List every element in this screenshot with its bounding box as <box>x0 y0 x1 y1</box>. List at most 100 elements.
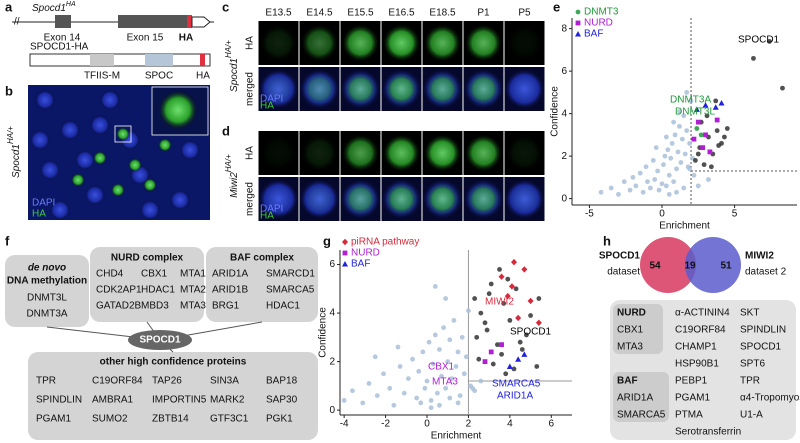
signal <box>300 24 339 62</box>
protein: C19ORF84 <box>92 376 143 387</box>
y-tick-label: 4 <box>561 108 567 119</box>
point <box>387 385 393 391</box>
group-title: BAF complex <box>230 253 294 264</box>
point <box>767 38 772 44</box>
point <box>665 147 671 153</box>
group-title: de novo <box>28 263 66 274</box>
point <box>687 140 692 146</box>
point <box>434 390 440 396</box>
panel-label: e <box>553 0 560 14</box>
row-label: merged <box>245 72 256 106</box>
protein: SPOCD1 <box>740 342 782 353</box>
point <box>505 276 511 282</box>
nucleus <box>30 130 50 150</box>
point <box>495 342 500 348</box>
allele: HA <box>66 1 76 8</box>
y-tick-label: 8 <box>561 23 567 34</box>
panel-label: c <box>222 0 229 14</box>
protein: CBX1 <box>141 269 168 280</box>
point <box>474 334 480 340</box>
point <box>672 132 678 138</box>
row-label: HA <box>245 36 256 50</box>
signal <box>302 182 337 216</box>
point <box>712 104 719 110</box>
y-tick-label: 0 <box>561 193 567 204</box>
panel-label: h <box>603 233 611 248</box>
point <box>679 136 685 142</box>
point <box>684 89 690 95</box>
protein: MTA3 <box>617 342 643 353</box>
point <box>674 189 679 195</box>
row-label: HA <box>245 146 256 160</box>
point <box>422 385 428 391</box>
protein: SMARCA5 <box>617 410 666 421</box>
point <box>486 291 492 297</box>
stain: HA <box>32 209 46 220</box>
gene-name: Spocd1HA <box>32 1 76 14</box>
protein: U1-A <box>740 410 763 421</box>
legend-label: piRNA pathway <box>351 237 419 248</box>
point <box>372 354 378 360</box>
point <box>527 297 534 305</box>
legend-label: NURD <box>351 248 380 259</box>
signal <box>466 72 501 106</box>
utr <box>191 16 211 28</box>
protein: PTMA <box>675 410 703 421</box>
micrograph <box>28 85 210 220</box>
signal <box>341 24 380 62</box>
venn-label: MIWI2 <box>745 251 774 262</box>
nucleus <box>90 115 110 135</box>
point <box>701 162 707 168</box>
point <box>490 361 496 367</box>
point <box>374 393 380 398</box>
point <box>478 310 484 316</box>
protein: IMPORTIN5 <box>152 395 207 406</box>
point <box>488 281 494 287</box>
y-axis-label: Confidence <box>550 86 561 137</box>
protein-bar <box>29 53 211 67</box>
point <box>608 185 614 191</box>
point <box>627 187 633 193</box>
point <box>684 128 690 134</box>
stage: E16.5 <box>388 8 415 19</box>
panel-label: f <box>5 233 10 248</box>
point <box>482 359 488 365</box>
point <box>397 364 403 369</box>
point <box>695 183 701 189</box>
gene: Spocd1 <box>32 3 66 14</box>
point <box>677 123 682 129</box>
point <box>428 405 434 411</box>
group-title: NURD complex <box>111 253 184 264</box>
protein: α-ACTININ4 <box>675 308 730 319</box>
legend-marker <box>575 9 581 15</box>
point <box>663 183 669 189</box>
x-tick-label: -4 <box>340 419 349 430</box>
x-tick-label: 5 <box>732 209 738 220</box>
point <box>633 183 639 189</box>
signal <box>302 72 337 106</box>
annotation: SPOCD1 <box>738 35 780 46</box>
h-boxes <box>610 237 796 440</box>
exon <box>118 15 188 28</box>
gene-model: // <box>12 15 214 67</box>
point <box>517 339 523 345</box>
point <box>513 286 519 292</box>
point <box>687 166 692 172</box>
point <box>662 153 668 159</box>
point <box>501 300 507 306</box>
protein: SUMO2 <box>92 414 128 425</box>
protein: ARID1B <box>212 285 248 296</box>
point <box>666 172 672 178</box>
stage: P1 <box>477 8 490 19</box>
point <box>671 119 677 125</box>
point <box>441 325 446 331</box>
legend-marker <box>575 31 581 37</box>
point <box>437 402 442 408</box>
x-tick-label: -5 <box>585 209 594 220</box>
genotype: Miwi2HA/+ <box>224 154 240 198</box>
point <box>661 162 666 168</box>
point <box>645 179 650 185</box>
nucleus <box>35 90 55 110</box>
venn-count: 51 <box>720 261 732 272</box>
point <box>461 371 467 377</box>
